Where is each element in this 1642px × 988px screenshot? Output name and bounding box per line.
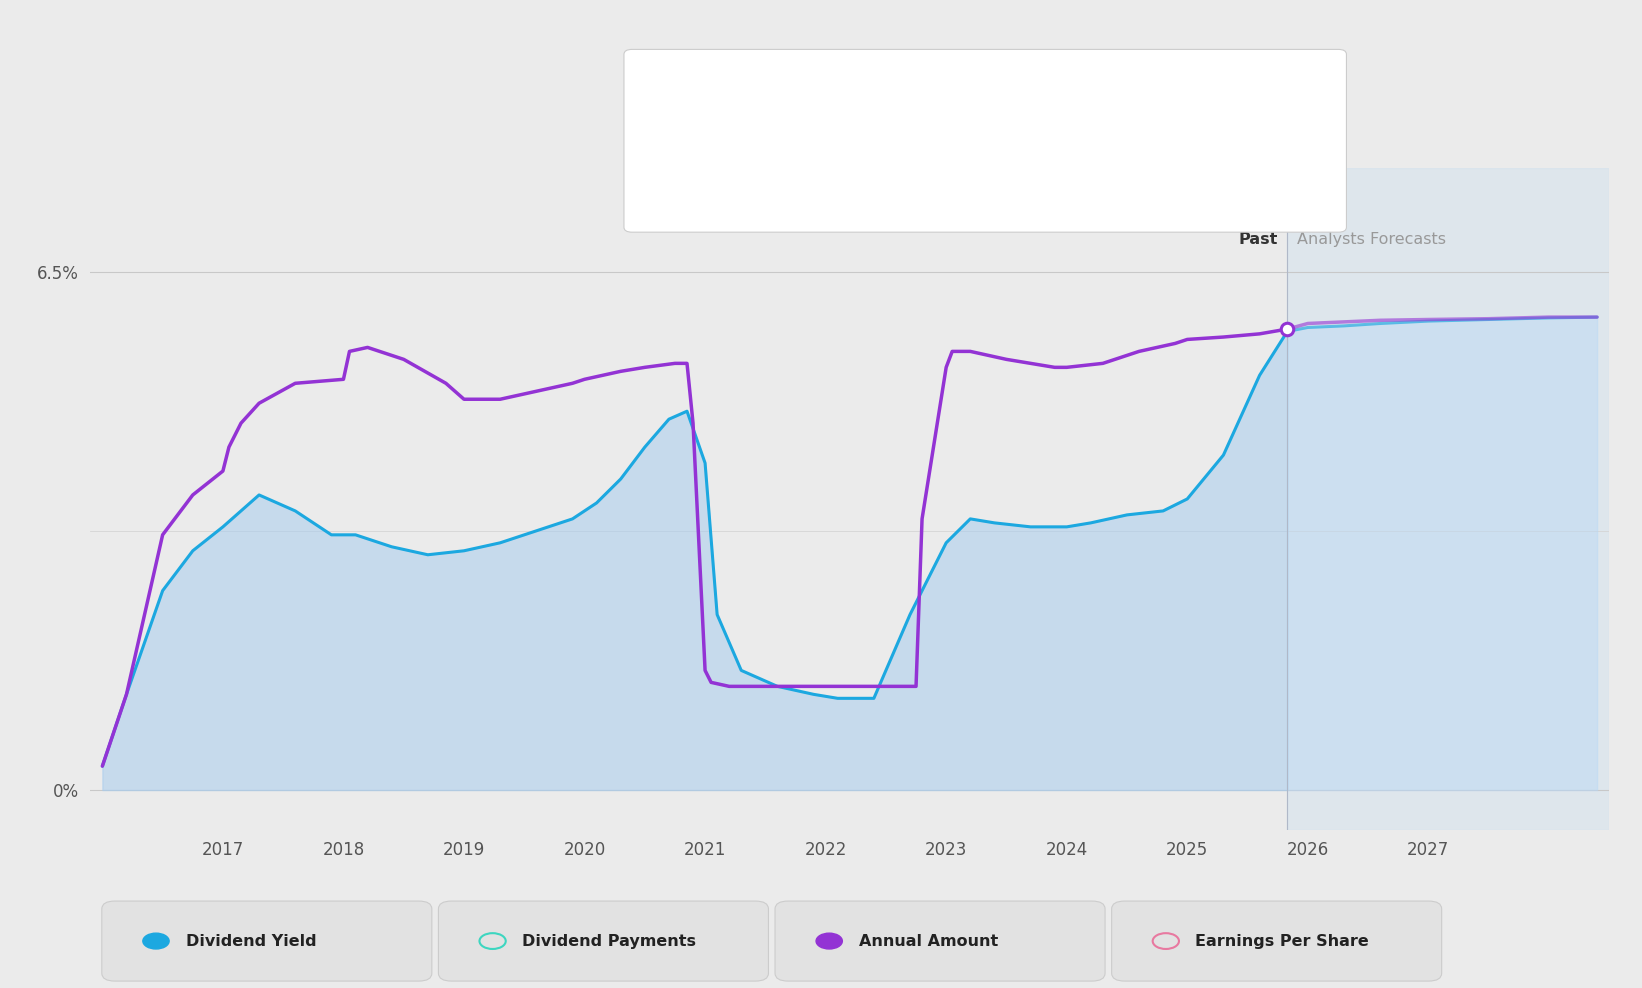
Text: Past: Past (1238, 232, 1277, 247)
Text: Annual Amount: Annual Amount (859, 934, 998, 948)
Text: Annual Amount: Annual Amount (657, 128, 775, 143)
Text: Dividend Yield: Dividend Yield (186, 934, 317, 948)
Text: Analysts Forecasts: Analysts Forecasts (1297, 232, 1447, 247)
Text: Dividend Payments: Dividend Payments (522, 934, 696, 948)
Text: Dividend Yield: Dividend Yield (657, 186, 767, 201)
Text: S$0.0403/year: S$0.0403/year (1210, 128, 1322, 143)
Text: Earnings Per Share: Earnings Per Share (1195, 934, 1369, 948)
Text: 5.8%/year: 5.8%/year (1243, 186, 1322, 201)
Bar (1287, 168, 1609, 830)
Text: Dec 31 2025: Dec 31 2025 (657, 79, 782, 97)
